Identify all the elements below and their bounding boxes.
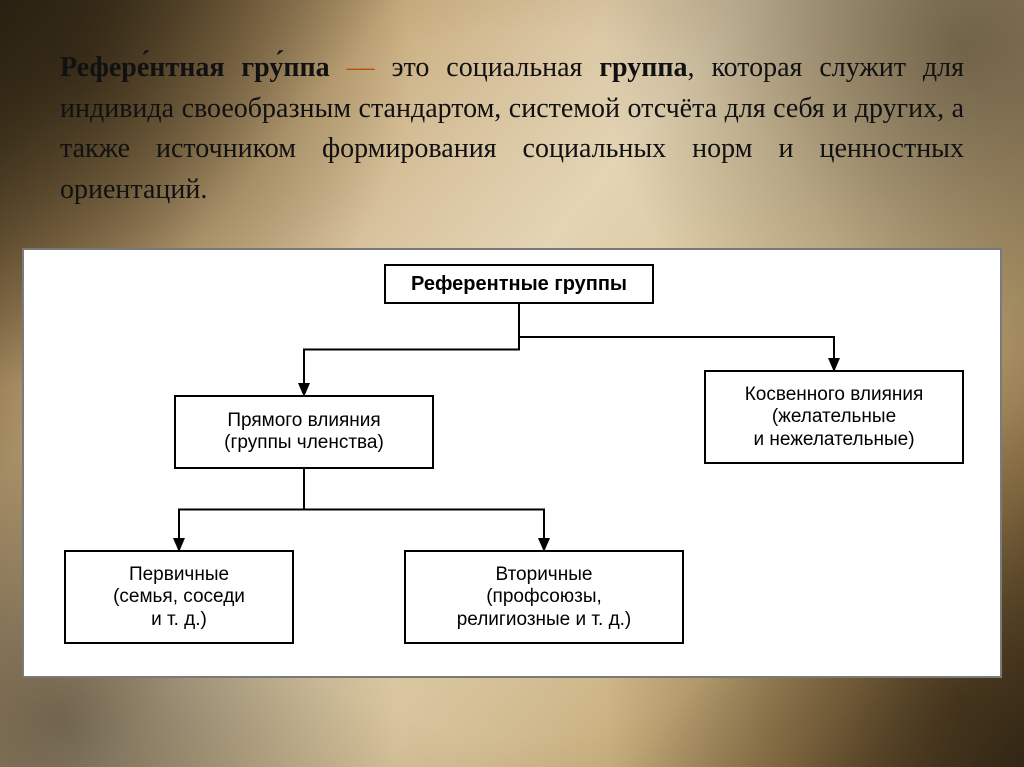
definition-paragraph: Рефере́нтная гру́ппа — это социальная гр…: [0, 0, 1024, 230]
dash: —: [330, 52, 392, 83]
node-prim: Первичные(семья, соседии т. д.): [64, 550, 294, 644]
node-sec: Вторичные(профсоюзы,религиозные и т. д.): [404, 550, 684, 644]
term-bold-2: группа: [599, 52, 687, 83]
node-direct: Прямого влияния(группы членства): [174, 395, 434, 469]
diagram-container: Референтные группы Прямого влияния(группы…: [22, 248, 1002, 678]
edge-direct-prim: [179, 469, 304, 550]
edge-root-direct: [304, 304, 519, 395]
edge-root-indir: [519, 304, 834, 370]
term-bold-1: Рефере́нтная гру́ппа: [60, 52, 330, 83]
edge-direct-sec: [304, 469, 544, 550]
node-root: Референтные группы: [384, 264, 654, 304]
node-indir: Косвенного влияния(желательныеи нежелате…: [704, 370, 964, 464]
def-text-1: это социальная: [391, 52, 599, 83]
